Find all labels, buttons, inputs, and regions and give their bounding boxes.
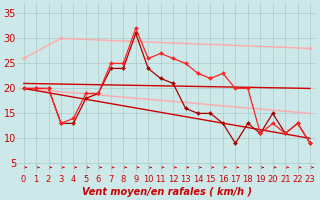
X-axis label: Vent moyen/en rafales ( km/h ): Vent moyen/en rafales ( km/h ) (82, 187, 252, 197)
